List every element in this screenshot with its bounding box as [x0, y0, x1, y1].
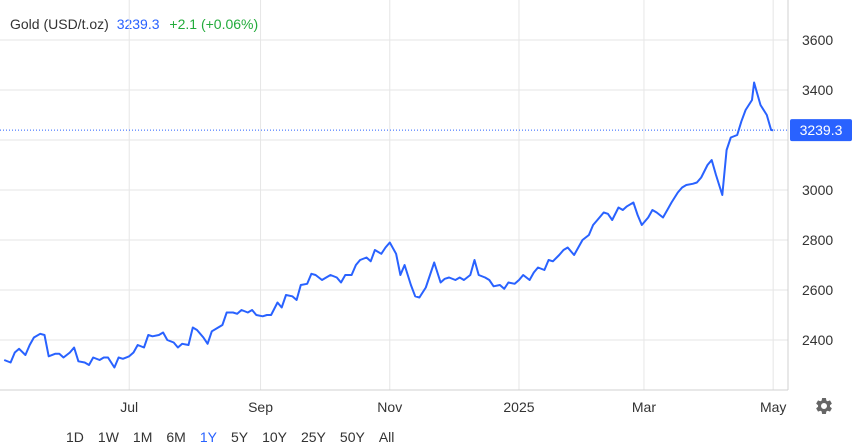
- range-button-25y[interactable]: 25Y: [300, 429, 326, 445]
- chart-header: Gold (USD/t.oz) 3239.3 +2.1 (+0.06%): [10, 16, 258, 32]
- range-button-10y[interactable]: 10Y: [262, 429, 287, 445]
- y-tick-label: 2400: [802, 332, 833, 348]
- range-button-1d[interactable]: 1D: [66, 429, 84, 445]
- x-tick-label: Mar: [632, 399, 656, 415]
- range-button-1y[interactable]: 1Y: [199, 429, 217, 445]
- range-button-all[interactable]: All: [378, 429, 395, 445]
- y-tick-label: 3400: [802, 82, 833, 98]
- x-tick-label: 2025: [503, 399, 534, 415]
- range-button-1m[interactable]: 1M: [132, 429, 153, 445]
- y-tick-label: 3600: [802, 32, 833, 48]
- range-selector: 1D 1W 1M 6M 1Y 5Y 10Y 25Y 50Y All: [66, 429, 408, 445]
- price-change: +2.1 (+0.06%): [169, 16, 259, 32]
- gear-icon[interactable]: [814, 396, 834, 416]
- y-tick-label: 2800: [802, 232, 833, 248]
- price-line: [3, 81, 774, 369]
- range-button-50y[interactable]: 50Y: [339, 429, 365, 445]
- last-price-label: 3239.3: [800, 122, 843, 138]
- y-tick-label: 2600: [802, 282, 833, 298]
- range-button-5y[interactable]: 5Y: [230, 429, 249, 445]
- instrument-name: Gold (USD/t.oz): [10, 16, 109, 32]
- range-button-6m[interactable]: 6M: [166, 429, 186, 445]
- x-tick-label: May: [760, 399, 786, 415]
- y-tick-label: 3000: [802, 182, 833, 198]
- x-tick-label: Nov: [377, 399, 402, 415]
- last-price-tag: [790, 119, 852, 142]
- range-button-1w[interactable]: 1W: [97, 429, 119, 445]
- x-tick-label: Jul: [120, 399, 138, 415]
- current-price: 3239.3: [116, 16, 160, 32]
- x-tick-label: Sep: [248, 399, 273, 415]
